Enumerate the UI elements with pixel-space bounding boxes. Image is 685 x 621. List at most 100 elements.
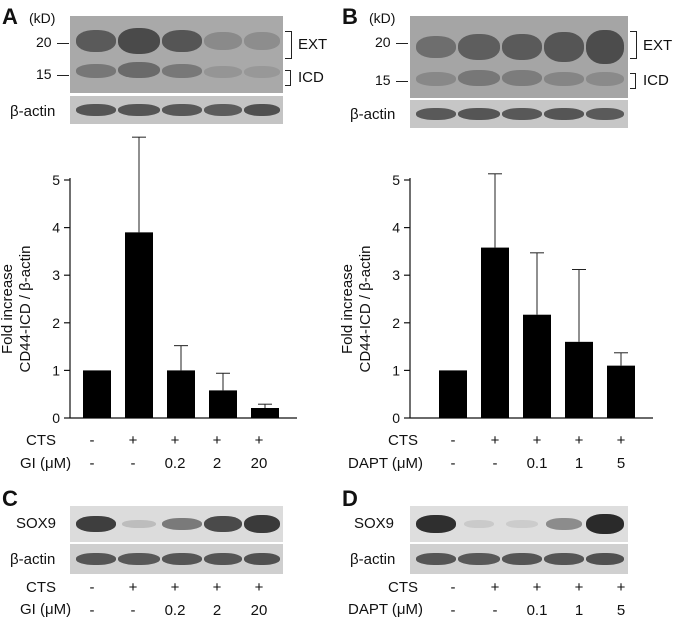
label-icd-a: ICD xyxy=(298,69,324,86)
panel-label-a: A xyxy=(2,4,18,29)
chart-a-ytick-label-2: 2 xyxy=(52,315,60,331)
treat-d-cts-3: + xyxy=(532,579,542,596)
label-actin-a: β-actin xyxy=(10,103,56,120)
blot-sox9-c xyxy=(70,506,283,542)
treat-a-dose-2: - xyxy=(130,455,136,472)
treatment-table-b: - + + + + - - 0.1 1 5 xyxy=(340,432,685,476)
marker-15-b: 15 xyxy=(375,72,391,88)
treat-d-dose-4: 1 xyxy=(574,602,584,619)
chart-b-ytick-label-1: 1 xyxy=(392,362,400,378)
treat-d-cts-2: + xyxy=(490,579,500,596)
treat-a-dose-4: 2 xyxy=(212,455,222,472)
treat-b-dose-4: 1 xyxy=(574,455,584,472)
treat-c-dose-5: 20 xyxy=(250,602,268,619)
chart-b-bar-2 xyxy=(481,247,509,418)
chart-b-ylabel-line1: Fold increase xyxy=(340,264,356,354)
label-ext-b: EXT xyxy=(643,37,673,54)
treat-a-dose-3: 0.2 xyxy=(164,455,186,472)
marker-15-a: 15 xyxy=(36,66,52,82)
chart-a-ylabel-line2: CD44-ICD / β-actin xyxy=(17,246,34,373)
treat-d-dose-2: - xyxy=(492,602,498,619)
chart-b-ytick-label-0: 0 xyxy=(392,410,400,425)
treat-c-dose-4: 2 xyxy=(212,602,222,619)
treat-b-cts-4: + xyxy=(574,432,584,449)
treat-d-cts-1: - xyxy=(450,579,456,596)
label-ext-a: EXT xyxy=(298,36,328,53)
marker-20-a: 20 xyxy=(36,34,52,50)
treat-d-dose-1: - xyxy=(450,602,456,619)
chart-a: 0 1 2 3 4 5 Fold increase CD44-ICD / β-actin xyxy=(0,136,297,425)
blot-cd44-b xyxy=(410,16,628,98)
chart-b-bar-1 xyxy=(439,370,467,418)
treat-d-cts-4: + xyxy=(574,579,584,596)
chart-b-ytick-label-5: 5 xyxy=(392,172,400,188)
marker-tick-20-a xyxy=(57,43,69,44)
kd-unit-b: (kD) xyxy=(369,10,396,26)
chart-a-ytick-label-4: 4 xyxy=(52,220,60,236)
bracket-icd-b xyxy=(630,73,636,89)
treat-b-dose-3: 0.1 xyxy=(526,455,548,472)
treat-b-cts-2: + xyxy=(490,432,500,449)
chart-a-ylabel-line1: Fold increase xyxy=(0,264,16,354)
chart-a-bar-5 xyxy=(251,408,279,418)
blot-actin-b xyxy=(410,100,628,128)
blot-actin-d xyxy=(410,544,628,574)
treat-d-dose-5: 5 xyxy=(616,602,626,619)
panel-label-c: C xyxy=(2,486,18,511)
treat-b-cts-3: + xyxy=(532,432,542,449)
chart-b: 0 1 2 3 4 5 Fold increase CD44-ICD / β-actin xyxy=(340,172,653,425)
label-actin-d: β-actin xyxy=(350,551,396,568)
treat-a-dose-5: 20 xyxy=(250,455,268,472)
marker-tick-15-a xyxy=(57,75,69,76)
label-sox9-d: SOX9 xyxy=(354,515,395,532)
treat-a-cts-2: + xyxy=(128,432,138,449)
blot-actin-a xyxy=(70,96,283,124)
cts-label-d: CTS xyxy=(388,579,418,596)
treatment-table-a: - + + + + - - 0.2 2 20 xyxy=(0,432,340,476)
chart-a-bar-2 xyxy=(125,232,153,418)
treat-c-cts-3: + xyxy=(170,579,180,596)
treat-b-dose-5: 5 xyxy=(616,455,626,472)
chart-a-bar-4 xyxy=(209,390,237,418)
chart-a-bar-3 xyxy=(167,370,195,418)
chart-a-ytick-label-0: 0 xyxy=(52,410,60,425)
label-icd-b: ICD xyxy=(643,72,669,89)
gi-label-a: GI (μM) xyxy=(20,455,72,472)
treat-b-dose-2: - xyxy=(492,455,498,472)
chart-a-bar-1 xyxy=(83,370,111,418)
chart-a-ytick-label-1: 1 xyxy=(52,362,60,378)
chart-b-bar-3 xyxy=(523,314,551,418)
treatment-table-c: - + + + + - - 0.2 2 20 xyxy=(0,579,340,621)
bracket-icd-a xyxy=(285,70,291,86)
treat-c-dose-3: 0.2 xyxy=(164,602,186,619)
treat-a-dose-1: - xyxy=(89,455,95,472)
chart-b-ytick-label-3: 3 xyxy=(392,267,400,283)
treat-c-cts-2: + xyxy=(128,579,138,596)
blot-actin-c xyxy=(70,544,283,574)
blot-cd44-a xyxy=(70,16,283,93)
bracket-ext-b xyxy=(630,31,637,59)
dapt-label-d: DAPT (μM) xyxy=(348,601,424,618)
label-actin-b: β-actin xyxy=(350,106,396,123)
label-sox9-c: SOX9 xyxy=(16,515,57,532)
cts-label-c: CTS xyxy=(26,579,56,596)
dapt-label-b: DAPT (μM) xyxy=(348,455,424,472)
marker-tick-20-b xyxy=(396,43,408,44)
chart-b-ytick-label-2: 2 xyxy=(392,315,400,331)
treat-a-cts-1: - xyxy=(89,432,95,449)
chart-b-ytick-label-4: 4 xyxy=(392,220,400,236)
kd-unit-a: (kD) xyxy=(29,10,56,26)
panel-label-b: B xyxy=(342,4,358,29)
cts-label-b: CTS xyxy=(388,432,418,449)
chart-b-bar-4 xyxy=(565,341,593,418)
treatment-table-d: - + + + + - - 0.1 1 5 xyxy=(340,579,685,621)
marker-tick-15-b xyxy=(396,81,408,82)
chart-b-ylabel-line2: CD44-ICD / β-actin xyxy=(357,246,374,373)
gi-label-c: GI (μM) xyxy=(20,601,72,618)
treat-c-cts-5: + xyxy=(254,579,264,596)
treat-c-dose-1: - xyxy=(89,602,95,619)
label-actin-c: β-actin xyxy=(10,551,56,568)
treat-c-cts-4: + xyxy=(212,579,222,596)
treat-b-cts-1: - xyxy=(450,432,456,449)
treat-a-cts-5: + xyxy=(254,432,264,449)
